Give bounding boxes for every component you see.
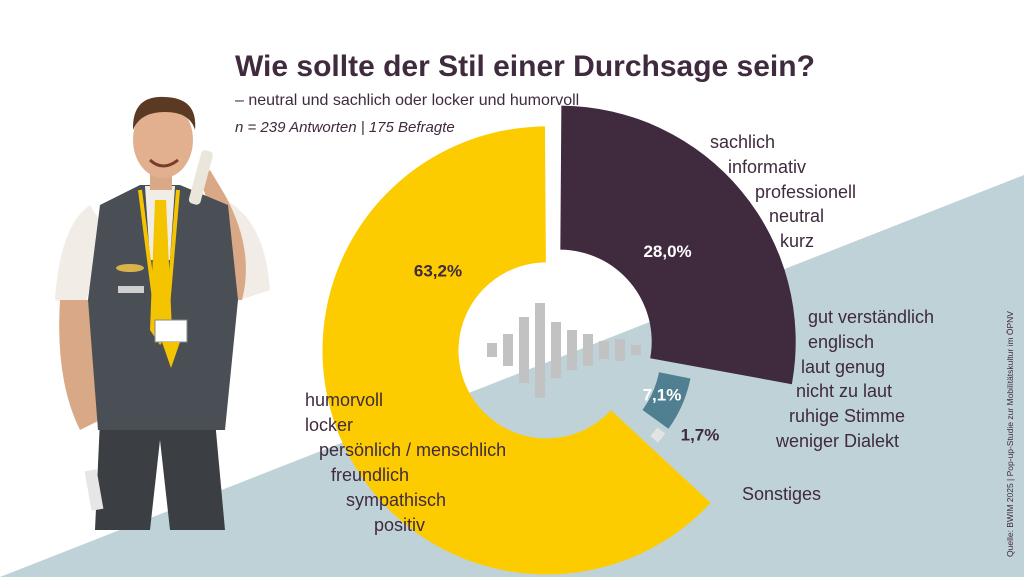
keyword-humorvoll-0: humorvoll <box>305 390 384 410</box>
keyword-verstaendlich-4: ruhige Stimme <box>789 406 906 426</box>
name-tag <box>118 286 144 293</box>
phone-handset-icon <box>188 150 213 205</box>
keyword-sachlich-0: sachlich <box>710 132 776 152</box>
hair <box>132 96 196 130</box>
slice-3 <box>322 126 711 575</box>
waveform-bar <box>631 345 641 355</box>
waveform-bar <box>551 322 561 378</box>
slice-labels-group: 28,0% 7,1% 1,7% 63,2% <box>414 242 719 445</box>
trousers <box>95 420 225 530</box>
page-subtitle: – neutral und sachlich oder locker und h… <box>235 92 580 109</box>
slice-label-0: 28,0% <box>643 242 691 261</box>
waveform-bar <box>583 334 593 366</box>
left-arm <box>59 300 100 430</box>
paper <box>84 469 104 511</box>
keyword-sachlich-2: professionell <box>755 182 857 202</box>
face <box>133 102 193 178</box>
keyword-verstaendlich-3: nicht zu laut <box>796 381 893 401</box>
waveform-bar <box>567 330 577 370</box>
keyword-verstaendlich-2: laut genug <box>801 357 886 377</box>
wing-pin <box>116 264 144 272</box>
slices-group <box>322 105 796 575</box>
waveform-bar <box>487 343 497 357</box>
waveform-bar <box>615 339 625 361</box>
waveform-bar <box>535 303 545 398</box>
keyword-humorvoll-5: positiv <box>374 515 426 535</box>
waveform-bar <box>519 317 529 383</box>
keyword-verstaendlich-1: englisch <box>808 332 875 352</box>
sample-size-note: n = 239 Antworten | 175 Befragte <box>235 119 455 136</box>
keyword-sonstiges: Sonstiges <box>742 484 822 504</box>
waveform-bar <box>599 341 609 359</box>
slice-label-1: 7,1% <box>643 385 682 404</box>
keyword-verstaendlich-5: weniger Dialekt <box>776 431 900 451</box>
keyword-humorvoll-4: sympathisch <box>346 490 447 510</box>
keyword-sachlich-4: kurz <box>780 231 815 251</box>
keyword-humorvoll-1: locker <box>305 415 354 435</box>
source-note: Quelle: BWIM 2025 | Pop-up-Studie zur Mo… <box>1005 311 1015 557</box>
slice-label-2: 1,7% <box>681 425 720 444</box>
keyword-verstaendlich-0: gut verständlich <box>808 307 935 327</box>
left-sleeve <box>55 205 105 305</box>
slice-0 <box>560 105 796 385</box>
waveform-bar <box>503 334 513 366</box>
page-title: Wie sollte der Stil einer Durchsage sein… <box>235 50 815 83</box>
slice-1 <box>642 372 691 429</box>
keyword-sachlich-1: informativ <box>728 157 807 177</box>
slice-2 <box>650 427 666 443</box>
keyword-humorvoll-3: freundlich <box>331 465 410 485</box>
keyword-sachlich-3: neutral <box>769 206 825 226</box>
smile <box>148 158 179 168</box>
keyword-humorvoll-2: persönlich / menschlich <box>319 440 507 460</box>
badge-holder <box>162 342 180 368</box>
slice-label-3: 63,2% <box>414 261 462 280</box>
waveform-icon <box>487 303 641 398</box>
